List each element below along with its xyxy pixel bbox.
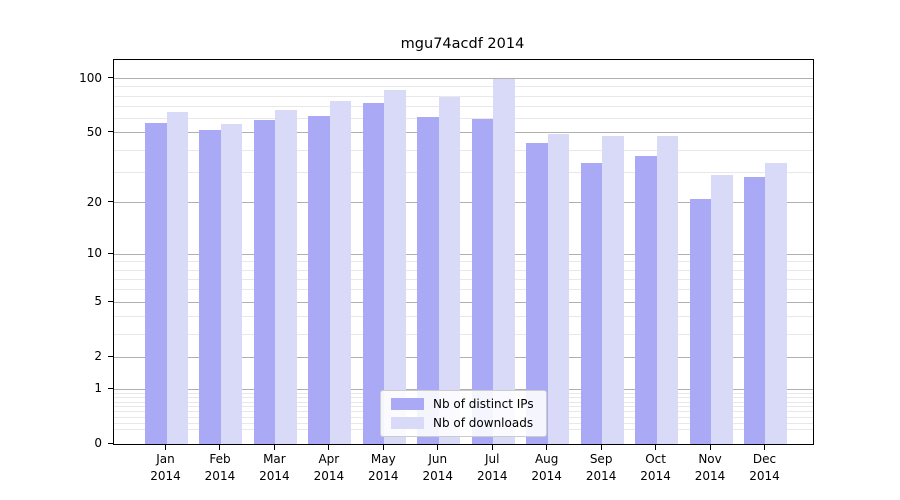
gridline-major-5 — [114, 301, 813, 303]
gridline-minor-80 — [114, 95, 813, 97]
gridline-minor-6 — [114, 289, 813, 291]
gridline-major-1 — [114, 388, 813, 390]
bar-downloads-nov — [711, 174, 733, 444]
bar-downloads-feb — [220, 123, 243, 444]
gridline-major-10 — [114, 253, 813, 255]
x-tick-label-mar: Mar 2014 — [259, 452, 290, 483]
gridline-minor-9 — [114, 261, 813, 263]
y-tick-label-5: 5 — [94, 294, 102, 309]
bar-downloads-jul — [493, 78, 515, 444]
bar-distinct-ips-mar — [253, 119, 276, 444]
bar-downloads-oct — [656, 135, 679, 444]
y-tick-mark-100 — [108, 77, 113, 79]
bar-distinct-ips-dec — [743, 177, 766, 444]
legend: Nb of distinct IPs Nb of downloads — [380, 390, 547, 437]
x-tick-mark-aug — [546, 445, 548, 450]
gridline-minor-3 — [114, 333, 813, 335]
gridline-minor-30 — [114, 171, 813, 173]
bar-distinct-ips-apr — [308, 116, 330, 444]
bar-distinct-ips-jul — [471, 118, 494, 444]
x-tick-mark-jul — [491, 445, 493, 450]
y-tick-label-100: 100 — [79, 70, 102, 85]
gridline-major-50 — [114, 132, 813, 134]
x-tick-mark-feb — [219, 445, 221, 450]
x-tick-mark-mar — [273, 445, 275, 450]
x-tick-mark-dec — [763, 445, 765, 450]
y-tick-label-0: 0 — [94, 436, 102, 450]
bar-downloads-jun — [438, 97, 461, 444]
legend-label-downloads: Nb of downloads — [433, 416, 534, 430]
bar-distinct-ips-aug — [526, 142, 548, 444]
x-tick-label-dec: Dec 2014 — [749, 452, 780, 483]
y-tick-mark-5 — [108, 300, 113, 302]
legend-label-distinct-ips: Nb of distinct IPs — [433, 397, 534, 411]
bar-downloads-mar — [275, 109, 297, 444]
legend-item-distinct-ips: Nb of distinct IPs — [391, 397, 534, 411]
x-tick-mark-may — [382, 445, 384, 450]
y-tick-label-10: 10 — [86, 246, 102, 261]
chart-title: mgu74acdf 2014 — [400, 36, 525, 52]
gridline-minor-90 — [114, 86, 813, 88]
bar-distinct-ips-feb — [199, 129, 221, 444]
y-tick-label-1: 1 — [94, 381, 102, 396]
x-tick-mark-jun — [437, 445, 439, 450]
y-tick-mark-20 — [108, 201, 113, 203]
x-tick-mark-apr — [328, 445, 330, 450]
y-tick-label-2: 2 — [94, 349, 102, 364]
y-tick-mark-10 — [108, 252, 113, 254]
bar-distinct-ips-sep — [580, 162, 603, 444]
x-tick-mark-sep — [600, 445, 602, 450]
bar-distinct-ips-jun — [417, 117, 439, 444]
x-tick-label-jun: Jun 2014 — [422, 452, 454, 483]
gridline-major-20 — [114, 202, 813, 204]
gridline-minor-4 — [114, 316, 813, 318]
bar-distinct-ips-may — [362, 103, 385, 444]
gridline-major-100 — [114, 78, 813, 80]
x-tick-label-may: May 2014 — [368, 452, 399, 483]
gridline-minor-8 — [114, 269, 813, 271]
x-tick-label-nov: Nov 2014 — [694, 452, 726, 483]
x-tick-label-apr: Apr 2014 — [313, 452, 345, 483]
x-tick-mark-nov — [709, 445, 711, 450]
x-tick-label-jul: Jul 2014 — [476, 452, 508, 483]
y-tick-mark-1 — [108, 387, 113, 389]
bar-downloads-apr — [329, 101, 352, 444]
bar-downloads-dec — [765, 162, 787, 444]
x-tick-mark-jan — [165, 445, 166, 450]
bar-downloads-sep — [602, 135, 624, 444]
y-tick-label-50: 50 — [86, 124, 102, 139]
y-tick-mark-50 — [108, 131, 113, 133]
gridline-minor-7 — [114, 278, 813, 280]
legend-item-downloads: Nb of downloads — [391, 416, 534, 430]
x-tick-label-jan: Jan 2014 — [150, 452, 181, 483]
gridline-minor-70 — [114, 106, 813, 108]
x-tick-label-feb: Feb 2014 — [204, 452, 236, 483]
x-tick-label-sep: Sep 2014 — [585, 452, 617, 483]
y-tick-mark-0 — [108, 442, 113, 444]
bar-distinct-ips-nov — [689, 199, 712, 444]
gridline-major-2 — [114, 356, 813, 358]
bar-distinct-ips-oct — [635, 156, 657, 444]
plot-area: Nb of distinct IPs Nb of downloads — [113, 59, 814, 445]
x-tick-label-aug: Aug 2014 — [531, 452, 562, 483]
bar-downloads-aug — [547, 134, 570, 444]
gridline-minor-60 — [114, 118, 813, 120]
x-tick-mark-oct — [655, 445, 657, 450]
legend-swatch-downloads-icon — [391, 417, 424, 429]
x-tick-label-oct: Oct 2014 — [640, 452, 671, 483]
gridline-minor-40 — [114, 149, 813, 151]
y-tick-label-20: 20 — [86, 194, 102, 209]
bar-downloads-may — [384, 90, 406, 444]
bar-distinct-ips-jan — [145, 122, 167, 444]
bar-downloads-jan — [166, 112, 188, 444]
legend-swatch-distinct-ips-icon — [391, 398, 424, 410]
y-tick-mark-2 — [108, 355, 113, 357]
